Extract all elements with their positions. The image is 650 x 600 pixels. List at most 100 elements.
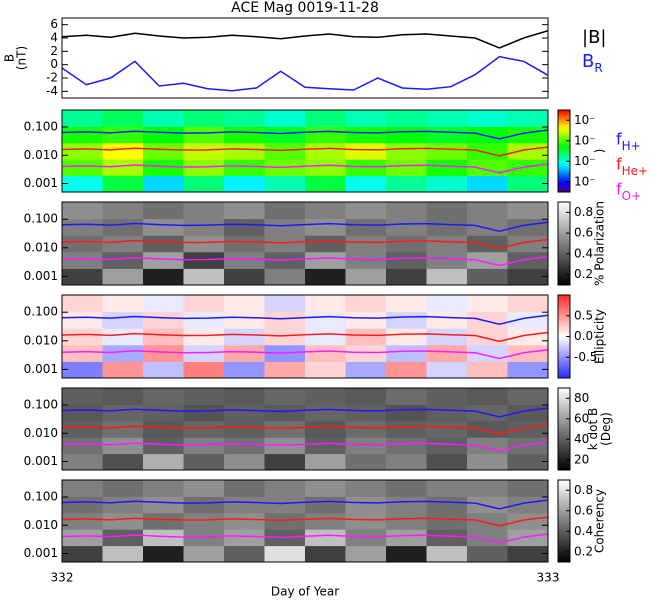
heatmap-cell xyxy=(62,388,103,405)
heatmap-cell xyxy=(102,295,144,313)
heatmap-cell xyxy=(183,437,225,455)
y-tick-label: 0.001 xyxy=(24,454,58,468)
heatmap-cell xyxy=(426,480,468,497)
colorbar-tick-label: 0.4 xyxy=(574,524,593,538)
heatmap-cell xyxy=(345,420,387,438)
heatmap-cell xyxy=(62,453,103,471)
heatmap-cell xyxy=(507,344,549,362)
y-axis-label: (nT) xyxy=(15,46,29,70)
heatmap-cell xyxy=(345,159,387,177)
legend-label: fHe+ xyxy=(616,155,648,178)
heatmap-cell xyxy=(62,328,103,346)
heatmap-cell xyxy=(224,545,265,563)
series-line xyxy=(62,331,548,343)
heatmap-cell xyxy=(305,110,346,127)
heatmap-cell xyxy=(507,453,549,471)
colorbar-tick-label: 0.6 xyxy=(574,503,593,517)
chart-title: ACE Mag 0019-11-28 xyxy=(231,0,379,16)
heatmap-cell xyxy=(62,404,103,422)
heatmap-cell xyxy=(467,126,508,144)
colorbar-tick-label: 0.4 xyxy=(574,246,593,260)
heatmap-cell xyxy=(264,202,306,220)
heatmap-cell xyxy=(386,437,427,455)
heatmap-cell xyxy=(426,437,468,455)
heatmap-cell xyxy=(305,344,346,362)
legend-label: fH+ xyxy=(616,130,641,153)
heatmap-cell xyxy=(426,110,468,127)
heatmap-cell xyxy=(183,361,225,379)
plot-frame xyxy=(61,109,549,193)
heatmap-cell xyxy=(143,480,184,497)
colorbar-label: Ellipticity xyxy=(593,309,607,364)
heatmap-cell xyxy=(345,529,387,547)
heatmap-cell xyxy=(467,420,508,438)
heatmap-cell xyxy=(62,344,103,362)
heatmap-cell xyxy=(264,453,306,471)
heatmap-cell xyxy=(183,159,225,177)
y-tick-label: 0.100 xyxy=(24,120,58,134)
heatmap-cell xyxy=(224,529,265,547)
heatmap-cell xyxy=(102,218,144,236)
heatmap-cell xyxy=(143,175,184,193)
heatmap-cell xyxy=(507,202,549,220)
heatmap-cell xyxy=(183,512,225,530)
heatmap-cell xyxy=(183,344,225,362)
heatmap-cell xyxy=(467,512,508,530)
heatmap-cell xyxy=(264,311,306,329)
colorbar xyxy=(557,109,571,193)
heatmap-cell xyxy=(305,202,346,220)
heatmap-cell xyxy=(386,496,427,514)
colorbar-tick-label: 10⁻ xyxy=(574,174,596,188)
heatmap-cell xyxy=(264,404,306,422)
heatmap-cell xyxy=(507,529,549,547)
colorbar-tick-label: 0.2 xyxy=(574,267,593,281)
heatmap-cell xyxy=(62,512,103,530)
series-line xyxy=(62,407,548,418)
heatmap-cell xyxy=(62,142,103,160)
heatmap-cell xyxy=(62,268,103,286)
colorbar-tick-label: 0.8 xyxy=(574,483,593,497)
heatmap-cell xyxy=(426,235,468,253)
legend-label: fO+ xyxy=(616,180,641,203)
colorbar-label: ) xyxy=(593,149,607,154)
heatmap-cell xyxy=(386,311,427,329)
heatmap-cell xyxy=(143,529,184,547)
heatmap-cell xyxy=(183,175,225,193)
heatmap-cell xyxy=(345,437,387,455)
heatmap-cell xyxy=(183,268,225,286)
heatmap-cell xyxy=(386,295,427,313)
heatmap-cell xyxy=(183,142,225,160)
heatmap-cell xyxy=(345,496,387,514)
heatmap-cell xyxy=(62,175,103,193)
heatmap-cell xyxy=(345,344,387,362)
heatmap-cell xyxy=(467,496,508,514)
series-line xyxy=(62,348,548,360)
heatmap-cell xyxy=(102,344,144,362)
heatmap-cell xyxy=(345,328,387,346)
heatmap-cell xyxy=(426,218,468,236)
heatmap-cell xyxy=(305,545,346,563)
heatmap-cell xyxy=(467,453,508,471)
heatmap-cell xyxy=(386,361,427,379)
x-tick-label: 332 xyxy=(51,571,74,585)
y-tick-label: 0.001 xyxy=(24,362,58,376)
colorbar-tick-label: 80 xyxy=(574,391,589,405)
colorbar-tick-label: 0.5 xyxy=(574,308,593,322)
heatmap-cell xyxy=(224,202,265,220)
series-line xyxy=(62,146,548,157)
heatmap-cell xyxy=(102,126,144,144)
heatmap-cell xyxy=(264,496,306,514)
heatmap-cell xyxy=(224,361,265,379)
heatmap-cell xyxy=(305,218,346,236)
heatmap-cell xyxy=(102,545,144,563)
heatmap-cell xyxy=(305,361,346,379)
heatmap-cell xyxy=(224,175,265,193)
heatmap-cell xyxy=(386,404,427,422)
colorbar-tick-label: 20 xyxy=(574,452,589,466)
heatmap-cell xyxy=(183,545,225,563)
heatmap-cell xyxy=(305,126,346,144)
heatmap-cell xyxy=(467,202,508,220)
heatmap-cell xyxy=(264,328,306,346)
heatmap-cell xyxy=(345,361,387,379)
